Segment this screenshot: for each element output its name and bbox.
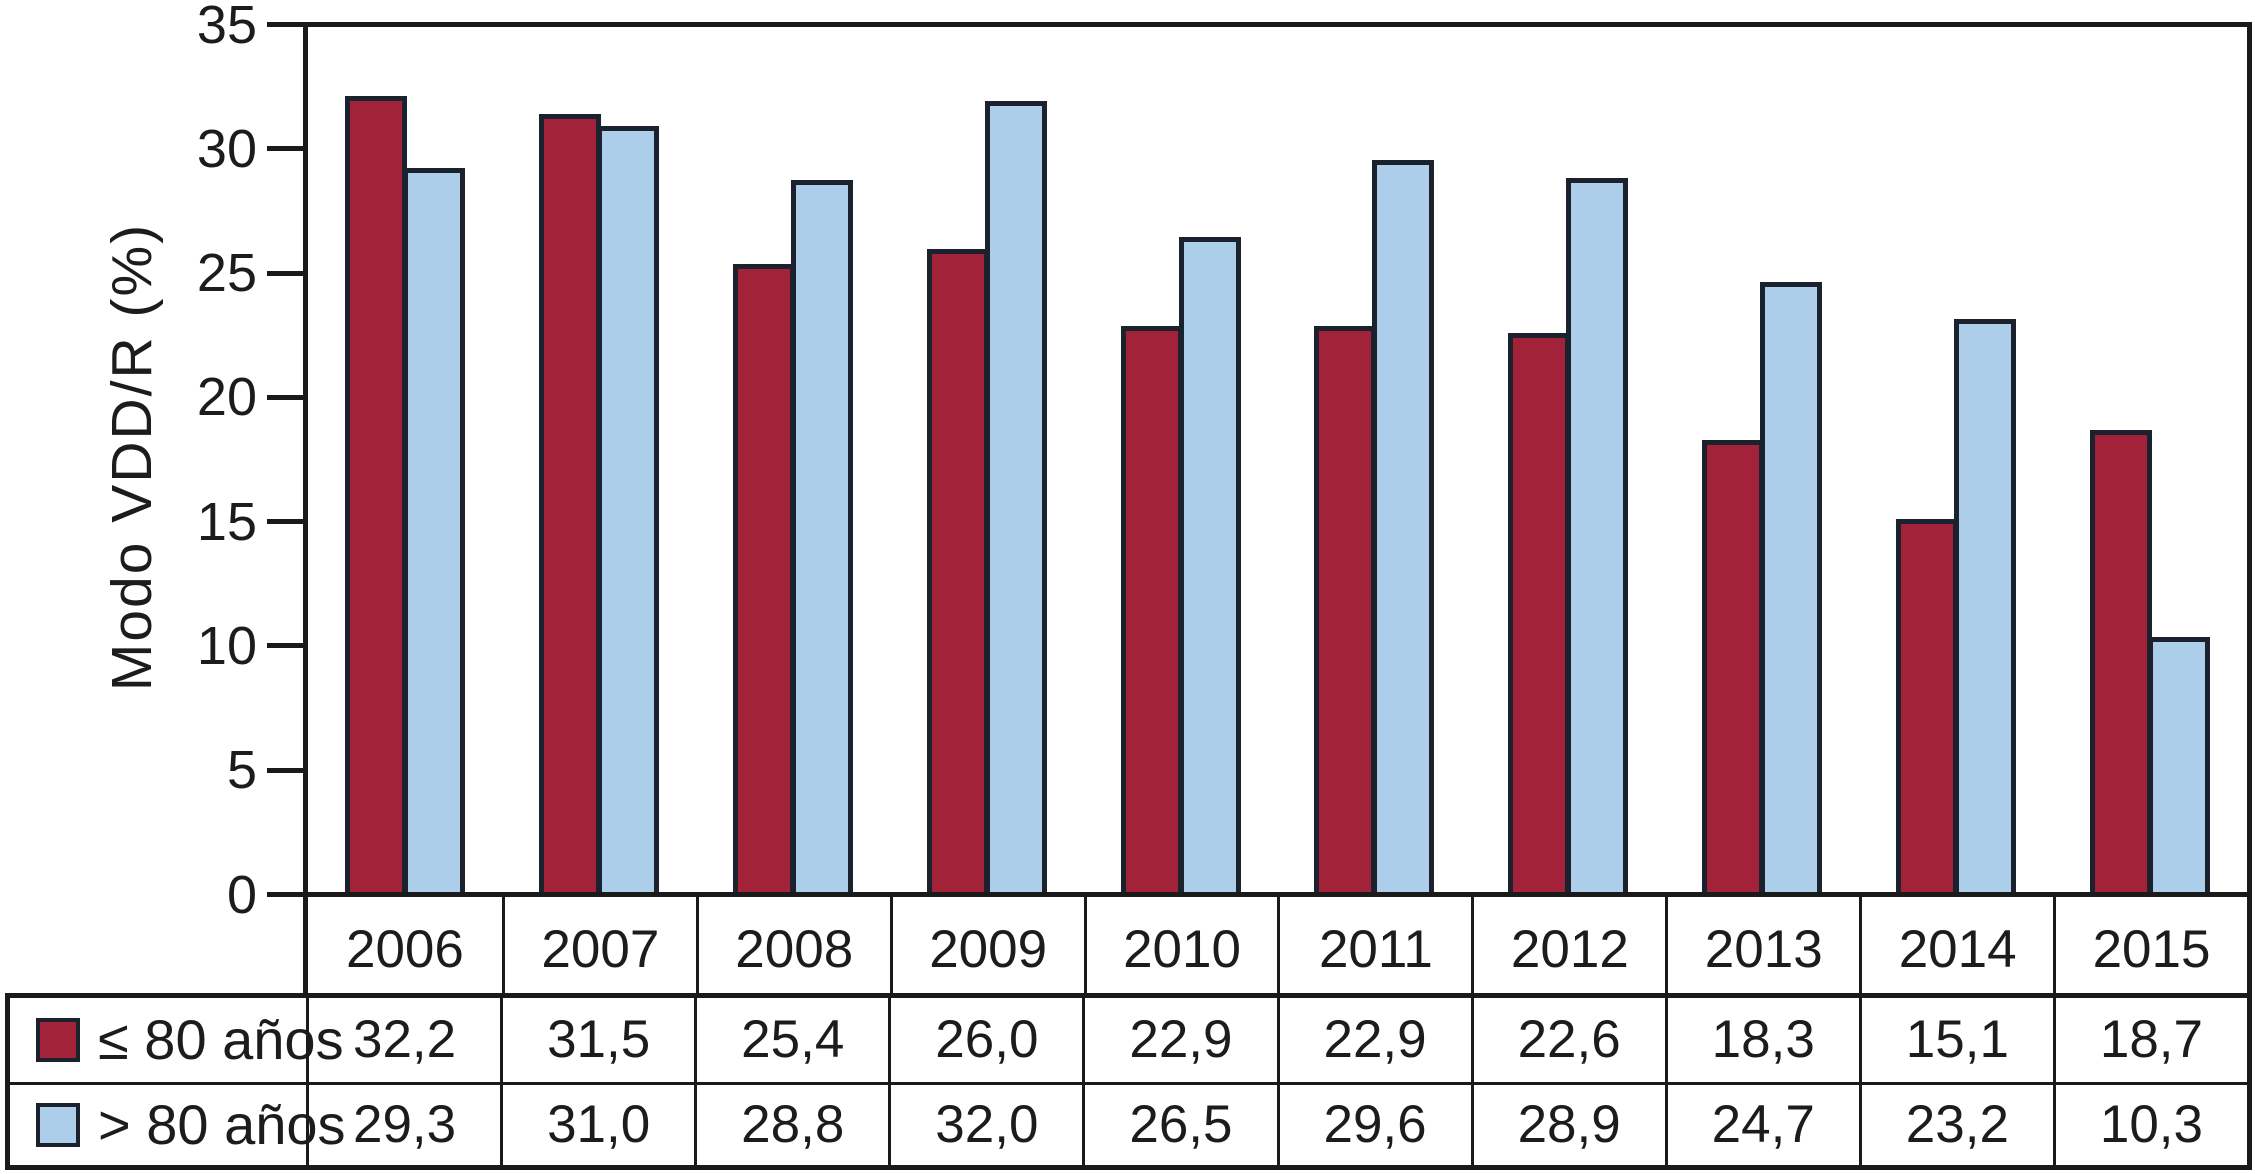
bar-gt80-2009	[984, 101, 1047, 892]
bar-gt80-2014	[1954, 318, 2017, 892]
bar-le80-2013	[1702, 439, 1765, 892]
bar-le80-2010	[1120, 326, 1183, 892]
value-cell: 28,9	[1470, 1084, 1665, 1165]
y-axis-tick	[267, 22, 303, 27]
table-row: ≤ 80 años 32,2 31,5 25,4 26,0 22,9 22,9 22,6 18,…	[10, 998, 2247, 1082]
value-cell: 18,7	[2052, 998, 2247, 1082]
bar-le80-2015	[2090, 429, 2153, 892]
value-cell: 15,1	[1858, 998, 2053, 1082]
y-axis-tick	[267, 270, 303, 276]
data-table: ≤ 80 años 32,2 31,5 25,4 26,0 22,9 22,9 22,6 18,…	[5, 993, 2252, 1170]
year-header-cell: 2006	[345, 919, 464, 979]
value-cell: 22,9	[1276, 998, 1471, 1082]
y-axis-tick	[267, 892, 303, 897]
y-axis-tick-label: 30	[196, 118, 257, 179]
year-header-row: 2006 2007 2008 2009 2010 2011 2012 2013 2014 2015	[303, 897, 2252, 993]
bar-gt80-2008	[790, 180, 853, 892]
bar-le80-2009	[926, 249, 989, 892]
year-header-cell: 2008	[695, 897, 890, 993]
year-header-cell: 2014	[1859, 897, 2053, 993]
bar-gt80-2012	[1566, 177, 1629, 892]
bar-le80-2008	[732, 264, 795, 892]
bar-le80-2012	[1508, 333, 1571, 892]
bar-le80-2006	[344, 96, 407, 892]
year-header-cell: 2010	[1083, 897, 1278, 993]
bar-gt80-2013	[1760, 281, 1823, 892]
year-header-cell: 2013	[1665, 897, 1859, 993]
year-header-cell: 2009	[889, 897, 1084, 993]
value-cell: 22,6	[1470, 998, 1665, 1082]
legend-series-label: > 80 años	[98, 1093, 346, 1157]
legend-cell: > 80 años	[10, 1085, 346, 1166]
bar-le80-2011	[1314, 326, 1377, 892]
legend-swatch-icon	[36, 1017, 80, 1062]
bar-gt80-2006	[402, 167, 465, 892]
value-cell: 10,3	[2052, 1084, 2247, 1165]
legend-series-label: ≤ 80 años	[98, 1008, 344, 1072]
y-axis-tick-label: 5	[226, 740, 257, 801]
year-header-cell: 2007	[501, 897, 696, 993]
bar-gt80-2010	[1178, 237, 1241, 892]
value-cell: 22,9	[1082, 998, 1276, 1082]
y-axis-tick-label: 10	[196, 615, 257, 676]
y-axis-tick-label: 15	[196, 491, 257, 552]
y-axis-tick-label: 35	[196, 0, 257, 55]
value-cell: 24,7	[1664, 1084, 1859, 1165]
value-cell: 31,0	[500, 1084, 694, 1165]
value-cell: 28,8	[694, 1084, 888, 1165]
value-cell: 32,0	[888, 1084, 1082, 1165]
legend-cell: ≤ 80 años	[10, 998, 344, 1082]
y-axis-tick	[267, 643, 303, 649]
table-row: > 80 años 29,3 31,0 28,8 32,0 26,5 29,6 28,9 24,…	[10, 1081, 2247, 1166]
value-cell: 23,2	[1858, 1084, 2053, 1165]
bar-le80-2014	[1896, 518, 1959, 892]
legend-swatch-icon	[36, 1102, 80, 1147]
bar-gt80-2011	[1372, 160, 1435, 892]
y-axis-tick-label: 0	[226, 864, 257, 925]
value-cell: 25,4	[694, 998, 888, 1082]
year-header-cell: 2012	[1471, 897, 1665, 993]
value-cell: 32,2	[306, 998, 500, 1082]
value-cell: 29,6	[1276, 1084, 1471, 1165]
y-axis-tick	[267, 767, 303, 773]
bar-gt80-2007	[596, 125, 659, 892]
y-axis-tick	[267, 519, 303, 525]
value-cell: 26,5	[1082, 1084, 1276, 1165]
year-header-cell: 2015	[2053, 897, 2247, 993]
bar-le80-2007	[538, 113, 601, 892]
value-cell: 29,3	[306, 1084, 500, 1165]
y-axis-tick-label: 25	[196, 243, 257, 304]
value-cell: 26,0	[888, 998, 1082, 1082]
y-axis-tick-label: 20	[196, 367, 257, 428]
y-axis-tick	[267, 146, 303, 152]
y-axis-tick	[267, 394, 303, 400]
bar-gt80-2015	[2148, 637, 2211, 892]
value-cell: 31,5	[500, 998, 694, 1082]
value-cell: 18,3	[1664, 998, 1859, 1082]
year-header-cell: 2011	[1277, 897, 1471, 993]
